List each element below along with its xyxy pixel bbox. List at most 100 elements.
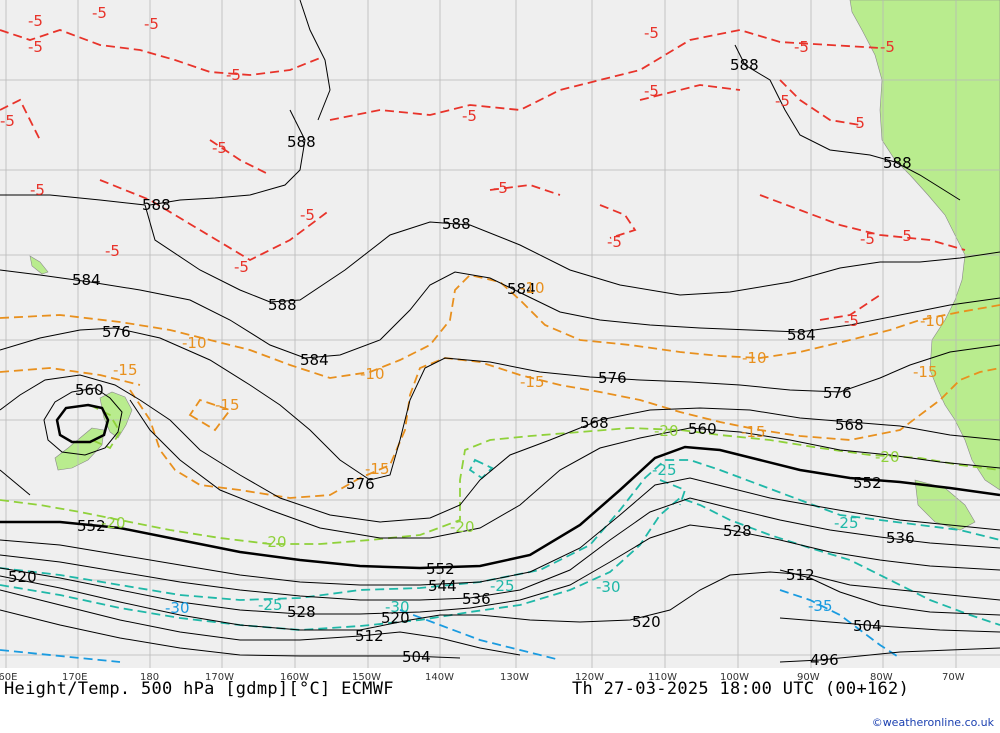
height-label: 512 bbox=[786, 566, 815, 584]
isotherm-label: -5 bbox=[844, 312, 859, 330]
height-label: 576 bbox=[102, 323, 131, 341]
contour-556-line bbox=[55, 403, 110, 444]
isotherm-label: -5 bbox=[234, 258, 249, 276]
isotherm-label: -5 bbox=[493, 179, 508, 197]
isotherm-label: -30 bbox=[165, 599, 190, 617]
isotherm-label: -35 bbox=[808, 597, 833, 615]
isotherm-label: -20 bbox=[450, 518, 475, 536]
height-label: 588 bbox=[442, 215, 471, 233]
land-masses bbox=[29, 0, 1000, 531]
isotherm-minus10-line bbox=[0, 274, 1000, 379]
contour-560-line bbox=[0, 387, 1000, 539]
contour-536-line bbox=[0, 497, 1000, 601]
isotherm-label: -5 bbox=[105, 242, 120, 260]
contour-512-line bbox=[0, 569, 1000, 656]
isotherm-minus15-line bbox=[0, 357, 1000, 499]
height-label: 528 bbox=[287, 603, 316, 621]
isotherm-label: -5 bbox=[794, 38, 809, 56]
isotherm-label: -5 bbox=[28, 38, 43, 56]
temperature-contours bbox=[0, 29, 1000, 663]
longitude-axis: 160E 170E 180 170W 160W 150W 140W 130W 1… bbox=[0, 672, 965, 683]
height-label: 560 bbox=[75, 381, 104, 399]
valid-time: Th 27-03-2025 18:00 UTC (00+162) bbox=[572, 679, 910, 699]
height-label: 584 bbox=[787, 326, 816, 344]
isotherm-label: -5 bbox=[212, 139, 227, 157]
copyright-link[interactable]: ©weatheronline.co.uk bbox=[871, 716, 994, 729]
contour-552-line bbox=[0, 445, 1000, 570]
height-label: 496 bbox=[810, 651, 839, 669]
longitude-label: 150W bbox=[352, 672, 381, 683]
isotherm-label: -10 bbox=[742, 349, 767, 367]
contour-584-line bbox=[0, 269, 1000, 359]
height-label: 588 bbox=[287, 133, 316, 151]
height-label: 504 bbox=[853, 617, 882, 635]
isotherm-label: -5 bbox=[300, 206, 315, 224]
height-labels: 588 588 588 588 588 588 584 584 584 584 … bbox=[8, 56, 915, 669]
height-label: 584 bbox=[300, 351, 329, 369]
contour-496-line bbox=[779, 647, 1000, 663]
chart-title: Height/Temp. 500 hPa [gdmp][°C] ECMWF bbox=[4, 679, 394, 699]
isotherm-label: -5 bbox=[880, 38, 895, 56]
contour-520-line bbox=[0, 571, 1000, 631]
height-label: 544 bbox=[428, 577, 457, 595]
isotherm-label: -25 bbox=[258, 596, 283, 614]
height-label: 584 bbox=[72, 271, 101, 289]
isotherm-label: -5 bbox=[897, 227, 912, 245]
isotherm-label: -5 bbox=[0, 112, 15, 130]
isotherm-label: -10 bbox=[520, 279, 545, 297]
isotherm-label: -25 bbox=[652, 461, 677, 479]
isotherm-minus5-line bbox=[0, 29, 966, 321]
longitude-label: 100W bbox=[720, 672, 749, 683]
isotherm-label: -5 bbox=[607, 233, 622, 251]
isotherm-label: -5 bbox=[144, 15, 159, 33]
ocean-background bbox=[0, 0, 1000, 668]
longitude-label: 140W bbox=[425, 672, 454, 683]
isotherm-label: -5 bbox=[462, 107, 477, 125]
isotherm-label: -10 bbox=[360, 365, 385, 383]
height-label: 576 bbox=[823, 384, 852, 402]
isotherm-label: -5 bbox=[644, 24, 659, 42]
isotherm-label: -5 bbox=[850, 114, 865, 132]
isotherm-label: -20 bbox=[875, 448, 900, 466]
longitude-label: 160W bbox=[280, 672, 309, 683]
isotherm-label: -25 bbox=[490, 577, 515, 595]
longitude-label: 70W bbox=[942, 672, 965, 683]
longitude-label: 90W bbox=[797, 672, 820, 683]
isotherm-label: -5 bbox=[226, 66, 241, 84]
isotherm-label: -15 bbox=[365, 460, 390, 478]
height-label: 568 bbox=[580, 414, 609, 432]
isotherm-label: -5 bbox=[775, 92, 790, 110]
longitude-label: 170E bbox=[62, 672, 87, 683]
height-label: 520 bbox=[381, 609, 410, 627]
isotherm-minus35-line bbox=[0, 589, 901, 663]
height-label: 588 bbox=[883, 154, 912, 172]
height-label: 528 bbox=[723, 522, 752, 540]
height-label: 536 bbox=[462, 590, 491, 608]
height-label: 512 bbox=[355, 627, 384, 645]
temperature-labels: -5 -5 -5 -5 -5 -5 -5 -5 -5 -5 -5 -5 -5 -… bbox=[0, 4, 945, 617]
isotherm-label: -25 bbox=[834, 514, 859, 532]
height-label: 560 bbox=[688, 420, 717, 438]
south-america-land bbox=[849, 0, 1000, 491]
height-label: 520 bbox=[632, 613, 661, 631]
contour-568-line bbox=[0, 374, 1000, 523]
height-label: 536 bbox=[886, 529, 915, 547]
longitude-label: 110W bbox=[648, 672, 677, 683]
tierra-del-fuego-land bbox=[914, 479, 976, 531]
height-label: 568 bbox=[835, 416, 864, 434]
isotherm-label: -5 bbox=[30, 181, 45, 199]
isotherm-label: -20 bbox=[654, 422, 679, 440]
isotherm-label: -20 bbox=[262, 533, 287, 551]
height-label: 552 bbox=[77, 517, 106, 535]
longitude-label: 160E bbox=[0, 672, 17, 683]
longitude-label: 80W bbox=[870, 672, 893, 683]
isotherm-label: -15 bbox=[913, 363, 938, 381]
longitude-label: 170W bbox=[205, 672, 234, 683]
height-contours bbox=[0, 0, 1000, 663]
isotherm-label: -5 bbox=[860, 230, 875, 248]
new-caledonia-land bbox=[29, 255, 49, 275]
isotherm-label: -15 bbox=[113, 361, 138, 379]
contour-504-line bbox=[0, 609, 1000, 659]
longitude-label: 120W bbox=[575, 672, 604, 683]
graticule bbox=[0, 0, 1000, 668]
